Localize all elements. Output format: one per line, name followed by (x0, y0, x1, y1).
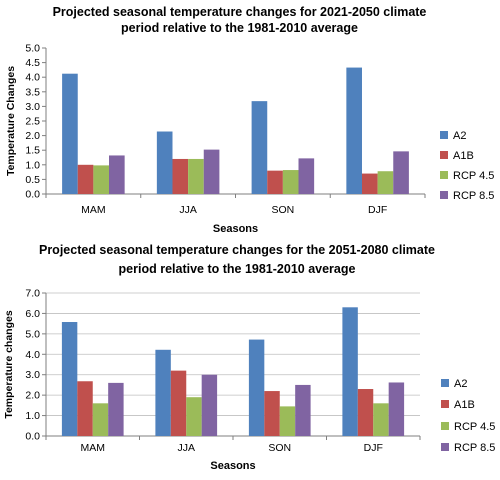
chart-title-line: period relative to the 1981-2010 average (121, 21, 358, 35)
bar-a2-son (248, 339, 265, 436)
legend-swatch (441, 400, 449, 408)
x-axis-title: Seasons (213, 223, 258, 235)
bar-rcp-4-5-mam (93, 165, 110, 194)
bar-rcp-4-5-son (279, 406, 296, 436)
bar-rcp-4-5-jja (186, 397, 202, 436)
y-tick-label: 2.0 (25, 130, 40, 142)
bar-a1b-djf (361, 173, 378, 194)
y-tick-label: 3.5 (25, 86, 40, 98)
bar-rcp-4-5-son (282, 170, 299, 194)
bar-a1b-son (264, 391, 280, 436)
legend-label: RCP 4.5 (454, 421, 495, 433)
bar-rcp-8-5-djf (388, 382, 405, 436)
bar-rcp-4-5-djf (373, 403, 389, 436)
y-tick-label: 4.0 (25, 349, 40, 361)
bar-a2-jja (155, 349, 171, 436)
legend-label: RCP 4.5 (453, 170, 494, 182)
y-tick-label: 4.5 (25, 57, 40, 69)
legend-swatch (441, 422, 449, 430)
bar-a1b-djf (357, 389, 374, 436)
y-tick-label: 6.0 (25, 308, 40, 320)
y-tick-label: 2.0 (25, 390, 40, 402)
x-category-label: MAM (81, 204, 106, 216)
chart-title-line: Projected seasonal temperature changes f… (53, 5, 427, 19)
y-tick-label: 0.0 (25, 189, 40, 201)
bar-a2-son (251, 101, 268, 194)
x-category-label: SON (268, 442, 291, 454)
bar-a1b-mam (77, 381, 93, 436)
x-category-label: DJF (368, 204, 387, 216)
bar-rcp-4-5-jja (188, 158, 204, 194)
y-tick-label: 5.0 (25, 43, 40, 55)
bar-rcp-8-5-jja (201, 374, 218, 436)
y-axis-title: Temperature Changes (5, 66, 17, 176)
bar-rcp-8-5-jja (203, 149, 220, 194)
bar-a2-mam (62, 73, 78, 194)
legend-label: A2 (454, 378, 467, 390)
bar-a1b-jja (172, 158, 189, 194)
legend-label: A1B (454, 399, 475, 411)
bar-rcp-4-5-mam (92, 403, 109, 436)
bar-a1b-mam (77, 164, 94, 194)
y-tick-label: 1.5 (25, 145, 40, 157)
legend-swatch (440, 191, 448, 199)
x-category-label: JJA (177, 442, 195, 454)
chart-2051-2080: Projected seasonal temperature changes f… (3, 243, 495, 472)
bar-a1b-jja (170, 370, 187, 436)
y-tick-label: 4.0 (25, 72, 40, 84)
x-category-label: DJF (364, 442, 383, 454)
legend-swatch (441, 379, 449, 387)
bar-a1b-son (267, 170, 283, 194)
x-axis-title: Seasons (210, 460, 255, 472)
legend-swatch (440, 151, 448, 159)
legend-label: A2 (453, 130, 466, 142)
bar-rcp-8-5-djf (393, 151, 409, 194)
bar-a2-djf (342, 307, 358, 436)
bar-a2-jja (156, 131, 173, 194)
y-tick-label: 1.0 (25, 410, 40, 422)
bar-rcp-8-5-mam (108, 382, 124, 436)
legend-label: RCP 8.5 (454, 442, 495, 454)
y-tick-label: 2.5 (25, 116, 40, 128)
bar-rcp-8-5-son (295, 384, 311, 436)
bar-rcp-8-5-son (298, 158, 315, 194)
legend-label: A1B (453, 150, 474, 162)
y-tick-label: 1.0 (25, 159, 40, 171)
chart-title-line: period relative to the 1981-2010 average (119, 262, 356, 276)
y-tick-label: 3.0 (25, 101, 40, 113)
x-category-label: JJA (179, 204, 197, 216)
bar-rcp-8-5-mam (109, 155, 125, 194)
legend-swatch (441, 443, 449, 451)
chart-2021-2050: Projected seasonal temperature changes f… (5, 5, 494, 235)
bar-a2-djf (346, 67, 362, 194)
y-tick-label: 5.0 (25, 328, 40, 340)
bar-rcp-4-5-djf (377, 171, 394, 194)
x-category-label: SON (271, 204, 294, 216)
legend-label: RCP 8.5 (453, 190, 494, 202)
y-tick-label: 3.0 (25, 369, 40, 381)
legend-swatch (440, 131, 448, 139)
y-axis-title: Temperature changes (3, 310, 15, 419)
x-category-label: MAM (81, 442, 106, 454)
legend-swatch (440, 171, 448, 179)
chart-title-line: Projected seasonal temperature changes f… (39, 243, 435, 257)
y-tick-label: 0.5 (25, 174, 40, 186)
bar-a2-mam (61, 322, 78, 436)
y-tick-label: 0.0 (25, 431, 40, 443)
y-tick-label: 7.0 (25, 288, 40, 300)
